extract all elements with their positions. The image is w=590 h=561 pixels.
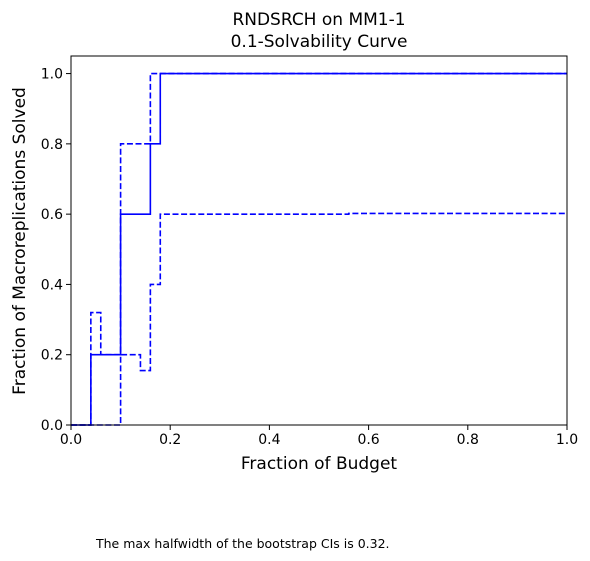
y-tick-label: 0.6	[41, 207, 63, 223]
bootstrap-ci-note: The max halfwidth of the bootstrap CIs i…	[96, 536, 390, 551]
x-tick-label: 0.4	[258, 432, 280, 448]
series-line-estimate	[71, 72, 567, 426]
chart-title: RNDSRCH on MM1-1	[232, 10, 405, 30]
x-tick-label: 0.8	[457, 432, 479, 448]
x-tick-label: 0.0	[60, 432, 82, 448]
x-tick-label: 0.6	[357, 432, 379, 448]
chart-subtitle: 0.1-Solvability Curve	[231, 32, 408, 52]
plot-area: 0.0 0.2 0.4 0.6 0.8 1.0 0.0 0.2 0.4 0.6 0.8 1.0	[41, 55, 578, 448]
y-tick-label: 1.0	[41, 67, 63, 83]
x-axis-label: Fraction of Budget	[241, 454, 398, 474]
y-tick-label: 0.8	[41, 137, 63, 153]
y-axis-label: Fraction of Macroreplications Solved	[10, 87, 30, 395]
x-tick-label: 0.2	[159, 432, 181, 448]
y-tick-label: 0.0	[41, 418, 63, 434]
x-tick-label: 1.0	[556, 432, 578, 448]
series-line-ci-lower	[71, 212, 567, 426]
y-tick-label: 0.4	[41, 277, 63, 293]
y-tick-label: 0.2	[41, 348, 63, 364]
series-line-ci-upper	[71, 72, 567, 426]
axes-frame	[70, 55, 568, 426]
